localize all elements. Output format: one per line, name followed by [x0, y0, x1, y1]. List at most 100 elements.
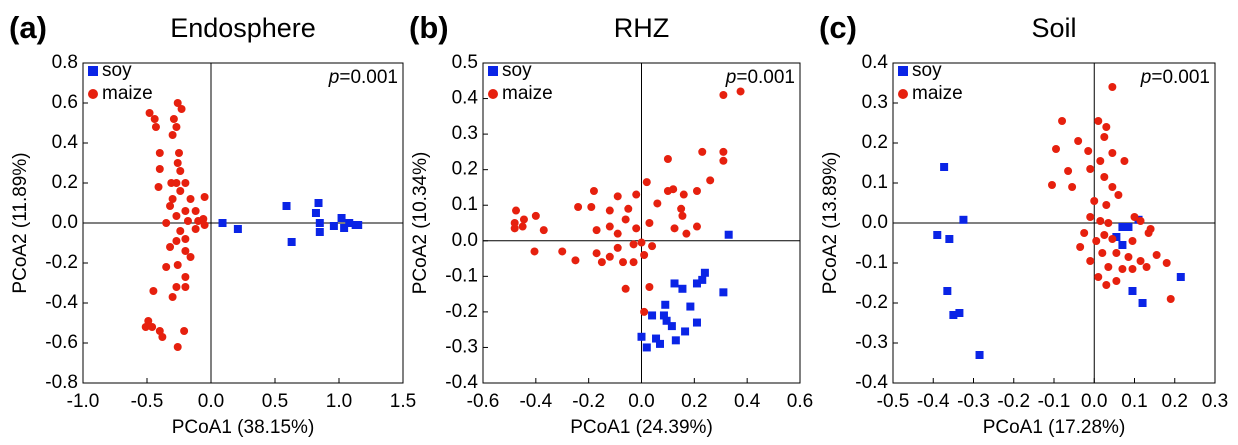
point	[1084, 147, 1093, 155]
x-axis-label: PCoA1 (38.15%)	[172, 417, 315, 438]
point	[587, 203, 596, 211]
x-tick-label: 0.2	[681, 391, 707, 412]
point	[1112, 249, 1121, 257]
annotation-value: =0.001	[736, 67, 795, 88]
point	[1112, 277, 1121, 285]
point	[181, 207, 190, 215]
point	[154, 183, 163, 191]
point	[597, 258, 606, 267]
y-tick-label: 0.2	[452, 159, 478, 180]
point	[1166, 295, 1175, 303]
point	[1144, 229, 1153, 237]
point	[1102, 281, 1111, 289]
x-tick-label: -0.5	[131, 391, 164, 412]
point	[629, 258, 638, 267]
point	[645, 283, 654, 291]
point	[645, 219, 654, 227]
point	[621, 215, 630, 224]
chart-title: RHZ	[614, 13, 670, 43]
point	[173, 261, 182, 269]
x-tick-label: -0.2	[997, 391, 1030, 412]
point	[1096, 217, 1105, 225]
point	[621, 284, 630, 293]
point	[698, 275, 707, 284]
legend-label: soy	[502, 60, 532, 81]
point	[613, 192, 622, 201]
point	[530, 247, 539, 256]
point	[1104, 219, 1113, 227]
point	[574, 203, 583, 211]
point	[671, 336, 680, 345]
point	[173, 159, 182, 167]
point	[659, 311, 668, 320]
legend-marker	[488, 66, 498, 76]
point	[677, 204, 686, 213]
point	[692, 222, 701, 231]
point	[949, 311, 958, 319]
point	[681, 327, 690, 336]
point	[519, 215, 528, 224]
point	[329, 222, 338, 230]
x-tick-label: 1.5	[390, 391, 416, 412]
point	[1108, 235, 1117, 243]
point	[619, 258, 628, 267]
point	[233, 225, 242, 233]
x-tick-label: 1.0	[326, 391, 352, 412]
point	[1104, 263, 1113, 271]
point	[177, 105, 186, 113]
point	[719, 288, 728, 297]
point	[155, 149, 164, 157]
point	[172, 123, 181, 131]
point	[1058, 117, 1067, 125]
point	[151, 123, 160, 131]
legend-marker	[898, 89, 908, 99]
point	[1162, 259, 1171, 267]
point	[1086, 257, 1095, 265]
point	[354, 221, 363, 229]
point	[186, 195, 195, 203]
point	[191, 207, 200, 215]
point	[162, 263, 171, 271]
y-tick-label: -0.4	[855, 372, 888, 393]
x-tick-label: -0.5	[877, 391, 910, 412]
point	[736, 87, 745, 96]
point	[605, 222, 614, 231]
legend-marker	[488, 89, 498, 99]
annotation-var: p	[328, 67, 340, 88]
point	[1047, 181, 1056, 189]
point	[181, 247, 190, 255]
legend-label: soy	[912, 60, 942, 81]
x-tick-label: 0.3	[1202, 391, 1228, 412]
legend-label: soy	[102, 60, 132, 81]
point	[287, 238, 296, 246]
point	[1052, 145, 1061, 153]
point	[663, 155, 672, 163]
point	[682, 229, 691, 238]
point	[1114, 191, 1123, 199]
y-tick-label: -0.2	[45, 252, 78, 273]
point	[1076, 243, 1085, 251]
point	[1100, 133, 1109, 141]
point	[1136, 217, 1145, 225]
point	[531, 211, 540, 220]
panel: (a) Endosphere -1.0 -0.5 0.0 0.5 1.0 1.5 -0.8 -0.…	[9, 10, 416, 438]
point	[148, 323, 157, 331]
point	[168, 195, 177, 203]
point	[539, 226, 548, 235]
legend-marker	[898, 66, 908, 76]
point	[181, 179, 190, 187]
y-tick-label: 0.4	[862, 52, 889, 73]
point	[652, 334, 661, 343]
y-tick-label: 0.8	[52, 52, 78, 73]
point	[1128, 265, 1137, 273]
point	[663, 187, 672, 195]
point	[605, 206, 614, 215]
point	[191, 225, 200, 233]
point	[648, 242, 657, 251]
annotation-value: =0.001	[339, 67, 398, 88]
x-tick-label: 0.0	[1081, 391, 1107, 412]
point	[719, 147, 728, 156]
x-tick-label: 0.5	[262, 391, 288, 412]
x-tick-label: -0.6	[467, 391, 500, 412]
point	[667, 322, 676, 331]
